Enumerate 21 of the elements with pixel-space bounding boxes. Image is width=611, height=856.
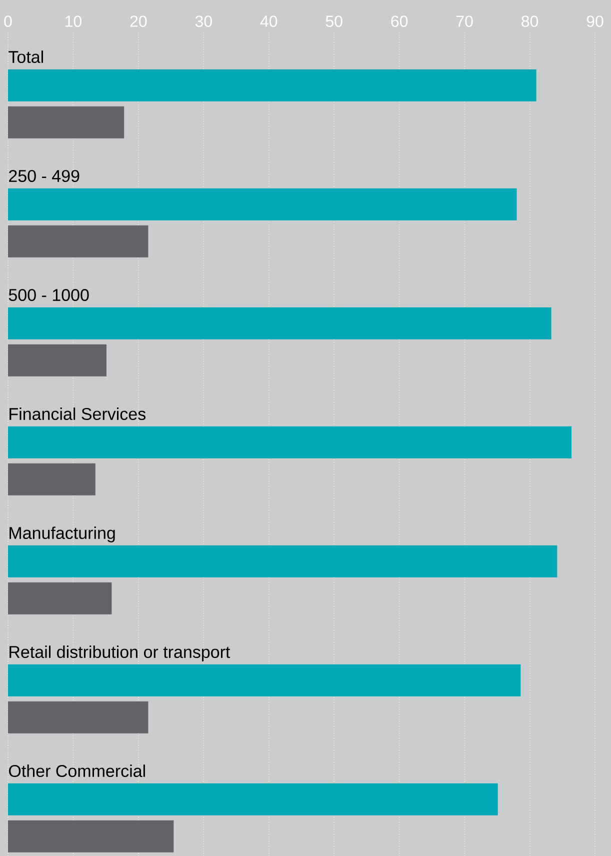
bar xyxy=(8,307,552,340)
bar xyxy=(8,344,106,376)
bar xyxy=(8,701,148,734)
bar xyxy=(8,783,498,816)
bar xyxy=(8,545,558,578)
y-tick-label: Total xyxy=(8,50,43,64)
y-tick-label: 250 - 499 xyxy=(9,170,80,182)
bar xyxy=(8,426,572,458)
bar xyxy=(8,106,124,138)
bar xyxy=(8,664,521,696)
y-tick-label: 500 - 1000 xyxy=(8,288,89,302)
bar xyxy=(8,188,517,220)
bar xyxy=(8,582,112,614)
bar xyxy=(8,463,96,496)
y-tick-label: Retail distribution or transport xyxy=(10,646,230,662)
bar xyxy=(8,225,148,258)
y-tick-label: Manufacturing xyxy=(10,526,115,542)
bar xyxy=(8,69,536,102)
y-tick-label: Other Commercial xyxy=(9,764,145,778)
y-tick-label: Financial Services xyxy=(10,408,146,420)
bar xyxy=(8,820,174,852)
